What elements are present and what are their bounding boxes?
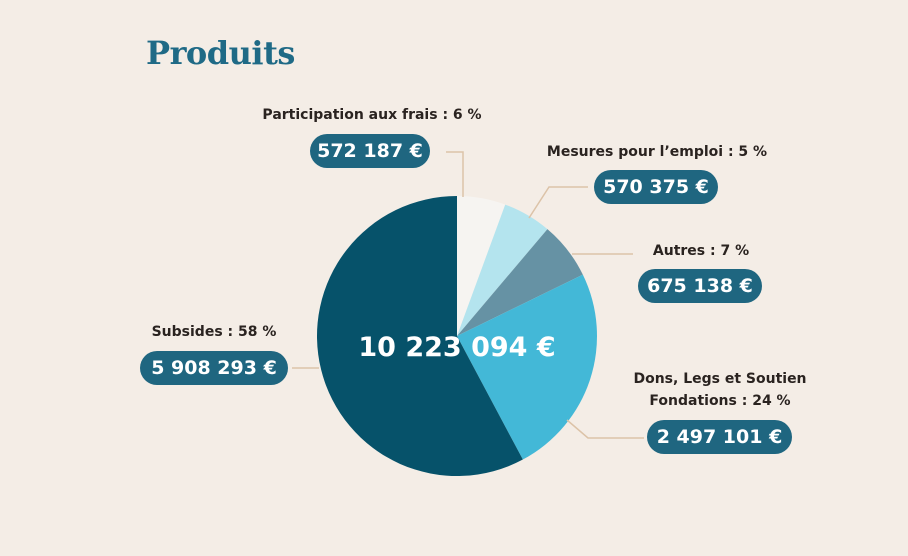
total-label: 10 223 094 € bbox=[358, 332, 556, 363]
label-participation: Participation aux frais : 6 % bbox=[262, 107, 482, 123]
pie-slice-dons bbox=[457, 274, 597, 460]
leader-line-dons bbox=[566, 419, 644, 439]
label-dons-line1: Dons, Legs et Soutien bbox=[633, 371, 807, 387]
label-autres: Autres : 7 % bbox=[652, 243, 750, 259]
pie-slice-mesures bbox=[457, 204, 548, 336]
label-dons-line2: Fondations : 24 % bbox=[649, 393, 791, 409]
leader-line-mesures bbox=[528, 186, 588, 219]
value-pill-subsides: 5 908 293 € bbox=[140, 351, 288, 385]
value-pill-dons: 2 497 101 € bbox=[647, 420, 792, 454]
label-mesures: Mesures pour l’emploi : 5 % bbox=[546, 144, 768, 160]
leader-line-participation bbox=[446, 151, 464, 197]
pie-slice-autres bbox=[457, 229, 583, 336]
value-pill-participation: 572 187 € bbox=[310, 134, 430, 168]
chart-title: Produits bbox=[146, 34, 295, 72]
pie-slice-subsides bbox=[317, 196, 523, 476]
label-subsides: Subsides : 58 % bbox=[151, 324, 277, 340]
pie-slice-participation bbox=[457, 196, 506, 336]
value-pill-autres: 675 138 € bbox=[638, 269, 762, 303]
value-pill-mesures: 570 375 € bbox=[594, 170, 718, 204]
